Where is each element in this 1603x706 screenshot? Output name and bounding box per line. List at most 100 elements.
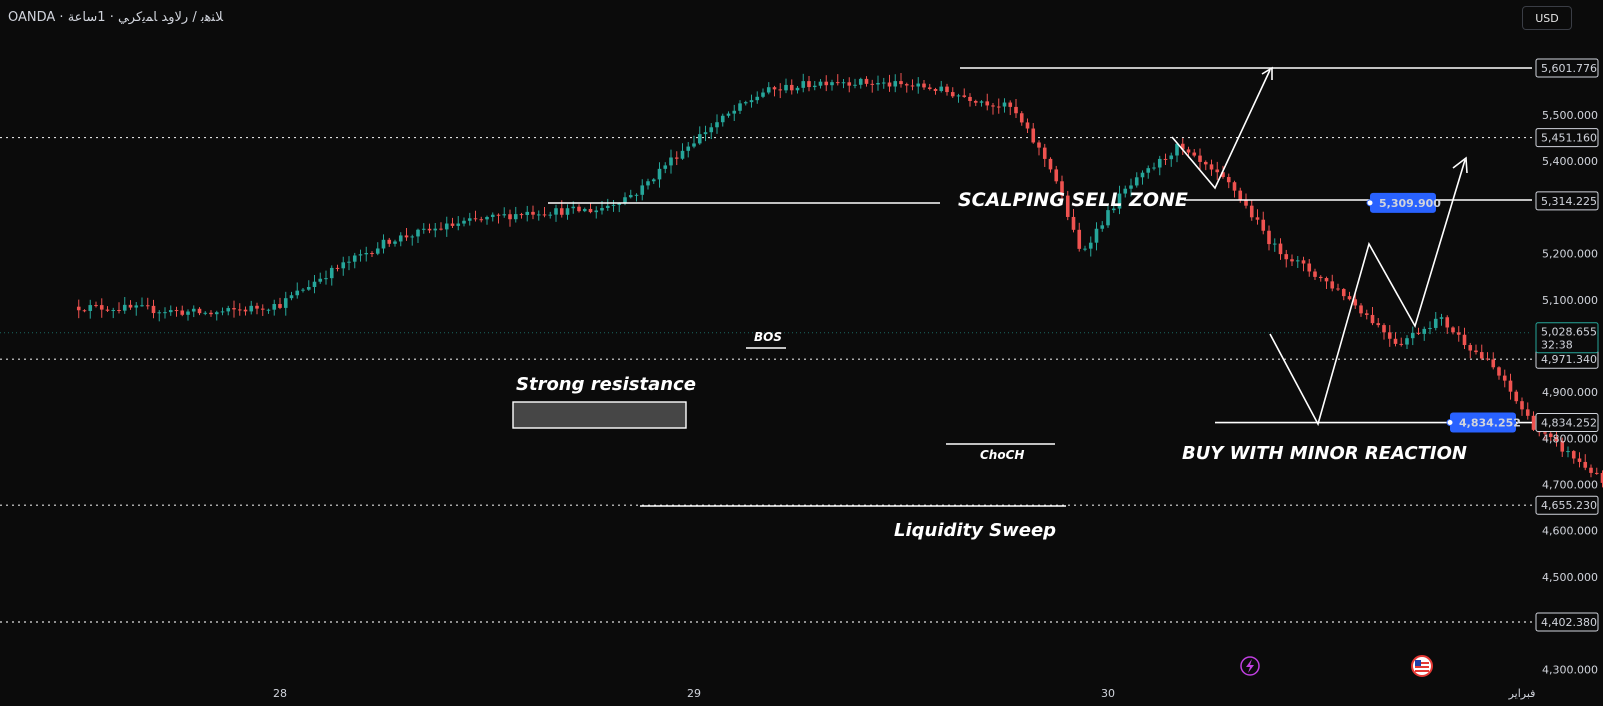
candle-body (1071, 216, 1076, 230)
candle (876, 75, 880, 91)
us-flag-icon[interactable] (1411, 655, 1433, 677)
blue-badge-box (1450, 412, 1516, 433)
candle-body (76, 306, 81, 311)
candle-body (180, 310, 185, 315)
candle-body (680, 150, 685, 159)
candle (1497, 366, 1501, 380)
candle (117, 302, 121, 314)
candle (795, 86, 800, 94)
candle-body (1318, 276, 1323, 279)
candle (450, 217, 455, 228)
candle (519, 212, 524, 219)
candle-body (283, 298, 288, 308)
candle-body (1439, 317, 1444, 319)
candle (1571, 450, 1576, 464)
candle-body (1169, 155, 1174, 160)
candle (1031, 123, 1036, 144)
candle-body (88, 305, 93, 311)
candle (99, 298, 104, 318)
price-label-text: 5,314.225 (1541, 195, 1597, 208)
candle (1531, 411, 1536, 432)
candle (122, 297, 127, 314)
candle (1140, 170, 1145, 185)
candle (1428, 321, 1432, 335)
candle-body (318, 278, 323, 282)
candle (364, 246, 369, 262)
price-label-text: 5,601.776 (1541, 62, 1597, 75)
candle-body (1514, 391, 1519, 402)
candle-body (352, 255, 357, 262)
candle-body (686, 146, 691, 151)
candle-body (600, 208, 604, 211)
candle-body (1060, 181, 1064, 196)
candle-body (1468, 345, 1473, 351)
candle-body (715, 122, 719, 128)
arrow-head-lower (1452, 156, 1468, 174)
candle-body (128, 304, 133, 308)
candle-body (1123, 188, 1128, 194)
candle (220, 307, 225, 316)
candle (111, 307, 116, 319)
candle (847, 77, 852, 93)
candle (686, 142, 691, 158)
candle-body (1497, 367, 1501, 376)
candle-body (1525, 409, 1530, 416)
candle (933, 87, 938, 95)
candle-body (927, 87, 932, 89)
candle (657, 162, 662, 188)
candle-body (1600, 473, 1603, 483)
candle-body (122, 304, 127, 311)
candle (784, 78, 788, 94)
lightning-icon[interactable] (1240, 656, 1260, 676)
candle-body (145, 305, 150, 307)
time-tick-label: 29 (687, 687, 701, 700)
candle-body (858, 78, 863, 85)
candle-body (996, 106, 1001, 108)
candle-body (289, 295, 294, 299)
candle (1451, 326, 1455, 335)
buy-minor-reaction-label: BUY WITH MINOR REACTION (1182, 443, 1467, 464)
candle (749, 94, 754, 108)
candle (1083, 245, 1087, 252)
candle-body (1203, 161, 1208, 165)
price-tick-label: 5,500.000 (1542, 109, 1598, 122)
liquidity-sweep-label: Liquidity Sweep (894, 520, 1056, 541)
candle (1445, 315, 1450, 334)
candle-body (226, 308, 231, 312)
candle-body (479, 219, 484, 221)
candle (301, 288, 305, 293)
candle-body (1566, 451, 1570, 453)
candle-body (1025, 122, 1030, 129)
price-label-text: 5,451.160 (1541, 132, 1597, 145)
candle-body (272, 304, 277, 310)
candle (1088, 236, 1093, 257)
candle (1474, 344, 1478, 355)
candle (646, 178, 650, 190)
candle (732, 104, 737, 122)
candle-body (755, 96, 760, 101)
strong-resistance-label: Strong resistance (516, 374, 696, 395)
candle-body (830, 82, 834, 86)
candle-body (473, 218, 478, 220)
candle (1554, 429, 1559, 447)
candle-body (140, 305, 144, 307)
candle (410, 234, 415, 246)
candle (1180, 138, 1185, 155)
candle (887, 74, 892, 92)
candle (272, 299, 277, 316)
candle-body (1186, 149, 1191, 153)
candle-body (163, 312, 167, 314)
candle (197, 307, 202, 316)
projection-lower (1269, 159, 1466, 427)
currency-button[interactable]: USD (1522, 6, 1572, 30)
candle (1399, 337, 1404, 347)
candle-body (186, 311, 190, 315)
candle-body (577, 206, 581, 212)
candle (1163, 153, 1168, 166)
candle-body (1221, 172, 1225, 178)
candle (715, 114, 719, 134)
candle-body (525, 211, 530, 215)
candle (1422, 326, 1427, 341)
candle-body (490, 214, 495, 217)
